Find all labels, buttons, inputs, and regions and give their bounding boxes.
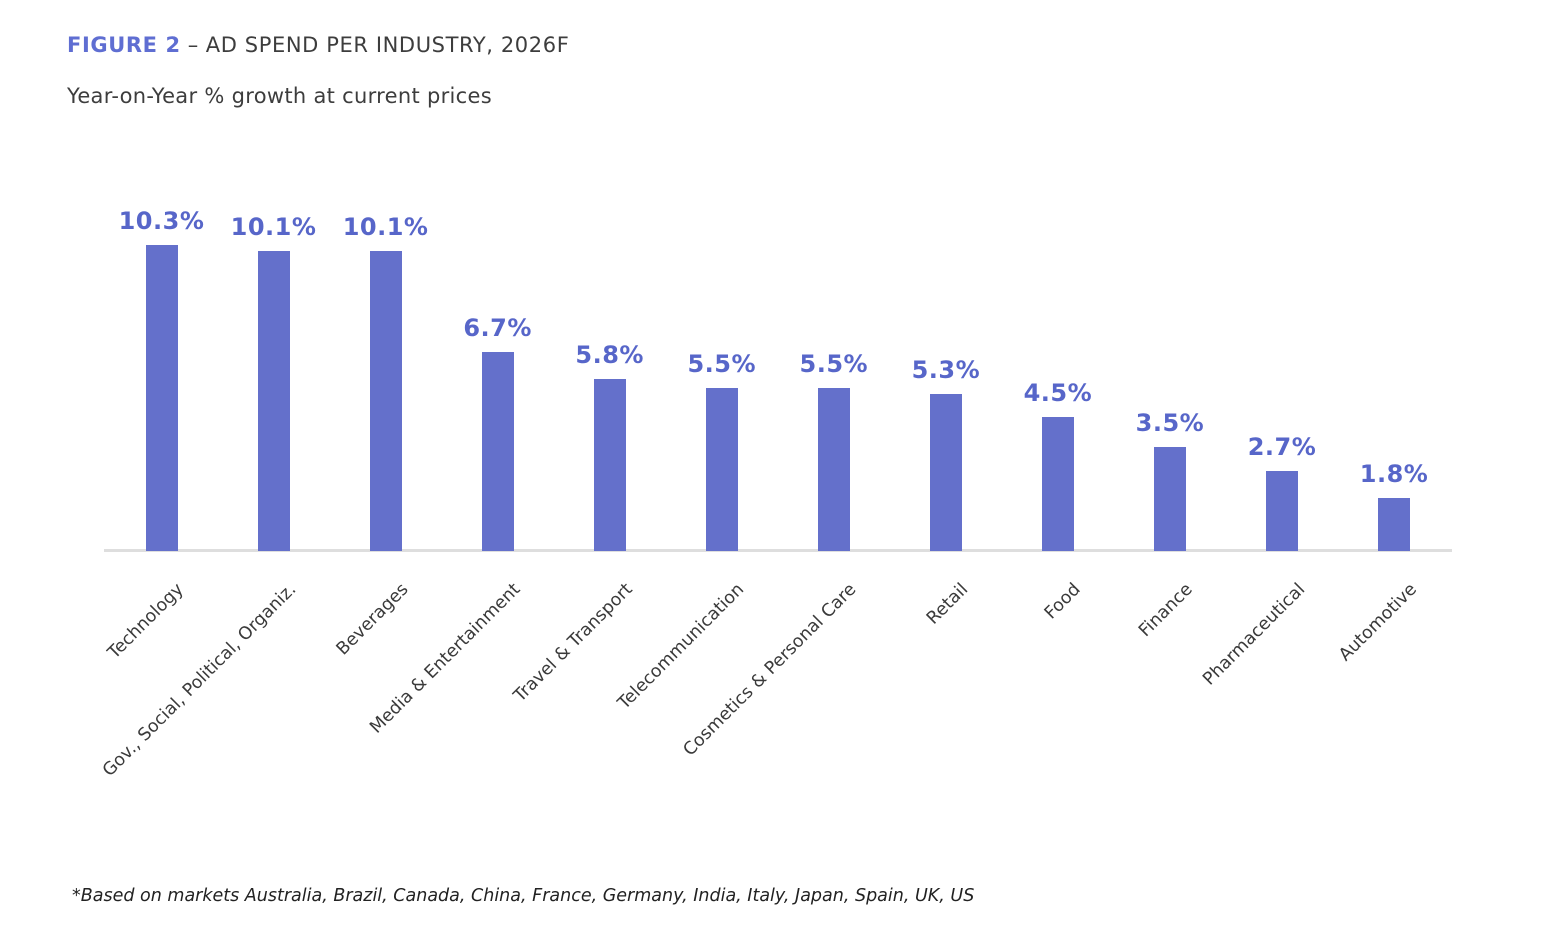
bar-value-label: 2.7%	[1247, 433, 1317, 461]
bar-value-label: 4.5%	[1023, 379, 1093, 407]
x-axis-label: Retail	[923, 579, 973, 629]
x-axis-label: Automotive	[1335, 579, 1421, 666]
bar-value-label: 6.7%	[463, 314, 532, 342]
chart-bar	[1153, 447, 1186, 551]
chart-bar	[1378, 498, 1411, 551]
chart-bar	[481, 352, 514, 551]
bar-value-label: 5.5%	[799, 350, 869, 378]
figure-title-text: AD SPEND PER INDUSTRY, 2026F	[205, 33, 570, 57]
bar-value-label: 5.5%	[687, 350, 757, 378]
chart-bar	[1266, 471, 1298, 551]
chart-bar	[1041, 417, 1074, 551]
figure-subtitle: Year-on-Year % growth at current prices	[67, 84, 492, 108]
bar-value-label: 10.1%	[342, 213, 429, 241]
chart-bar	[257, 251, 290, 551]
chart-bar	[817, 388, 850, 551]
x-axis-baseline	[104, 549, 1452, 552]
chart-bar	[593, 379, 626, 551]
chart-bar	[145, 245, 178, 551]
bar-value-label: 3.5%	[1135, 409, 1205, 437]
x-axis-label: Beverages	[332, 579, 413, 660]
chart-bar	[705, 388, 738, 551]
title-separator: –	[187, 33, 199, 57]
bar-value-label: 10.3%	[118, 207, 205, 235]
bar-value-label: 10.1%	[230, 213, 317, 241]
x-axis-label: Technology	[104, 579, 189, 664]
chart-bar	[929, 394, 962, 551]
figure-title: FIGURE 2– AD SPEND PER INDUSTRY, 2026F	[67, 33, 569, 57]
x-axis-label: Telecommunication	[614, 579, 749, 714]
x-axis-label: Food	[1040, 579, 1085, 624]
x-axis-label: Travel & Transport	[509, 579, 637, 707]
bar-value-label: 5.8%	[575, 341, 644, 369]
x-axis-label: Finance	[1135, 579, 1197, 642]
x-axis-label: Pharmaceutical	[1198, 579, 1309, 690]
figure-number-label: FIGURE 2	[67, 33, 181, 57]
bar-value-label: 5.3%	[911, 356, 981, 384]
bar-value-label: 1.8%	[1359, 460, 1429, 488]
chart-bar	[369, 251, 402, 551]
chart-footnote: *Based on markets Australia, Brazil, Can…	[72, 886, 975, 906]
x-axis-label: Gov., Social, Political, Organiz.	[99, 579, 301, 781]
